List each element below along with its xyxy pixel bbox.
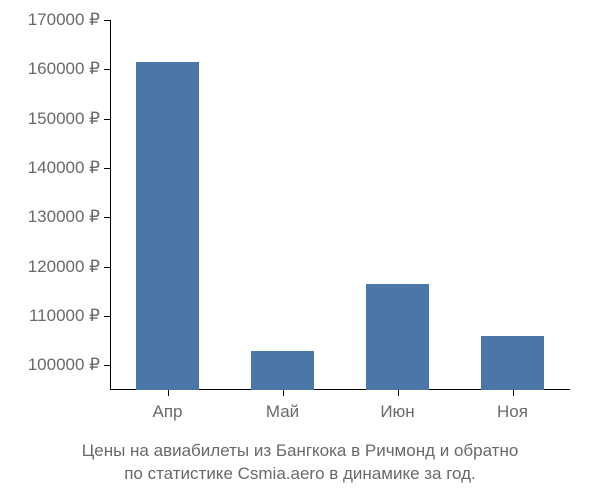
y-tick <box>104 168 110 169</box>
x-tick <box>513 390 514 396</box>
bar <box>481 336 544 390</box>
y-tick <box>104 316 110 317</box>
x-axis-label: Ноя <box>497 402 528 422</box>
y-tick <box>104 365 110 366</box>
bar <box>136 62 199 390</box>
x-tick <box>283 390 284 396</box>
caption-line-1: Цены на авиабилеты из Бангкока в Ричмонд… <box>82 441 519 460</box>
y-axis-label: 130000 ₽ <box>28 207 100 227</box>
y-axis-label: 120000 ₽ <box>28 257 100 277</box>
x-tick <box>398 390 399 396</box>
chart-caption: Цены на авиабилеты из Бангкока в Ричмонд… <box>0 440 600 486</box>
y-axis-label: 100000 ₽ <box>28 355 100 375</box>
x-axis-label: Апр <box>153 402 183 422</box>
x-tick <box>168 390 169 396</box>
x-axis-label: Июн <box>380 402 414 422</box>
y-tick <box>104 119 110 120</box>
y-tick <box>104 217 110 218</box>
caption-line-2: по статистике Csmia.aero в динамике за г… <box>124 464 476 483</box>
y-tick <box>104 69 110 70</box>
y-axis-label: 160000 ₽ <box>28 59 100 79</box>
y-axis-label: 170000 ₽ <box>28 10 100 30</box>
y-tick <box>104 20 110 21</box>
y-axis-label: 110000 ₽ <box>29 306 100 326</box>
x-axis-label: Май <box>266 402 299 422</box>
y-tick <box>104 267 110 268</box>
y-axis-label: 140000 ₽ <box>28 158 100 178</box>
plot-area: 100000 ₽110000 ₽120000 ₽130000 ₽140000 ₽… <box>110 20 570 390</box>
y-axis-line <box>110 20 111 390</box>
bar <box>251 351 314 390</box>
y-axis-label: 150000 ₽ <box>28 109 100 129</box>
price-chart: 100000 ₽ 110000 ₽ 120000 ₽ 130000 ₽ 140000 ₽… <box>0 0 600 500</box>
bar <box>366 284 429 390</box>
